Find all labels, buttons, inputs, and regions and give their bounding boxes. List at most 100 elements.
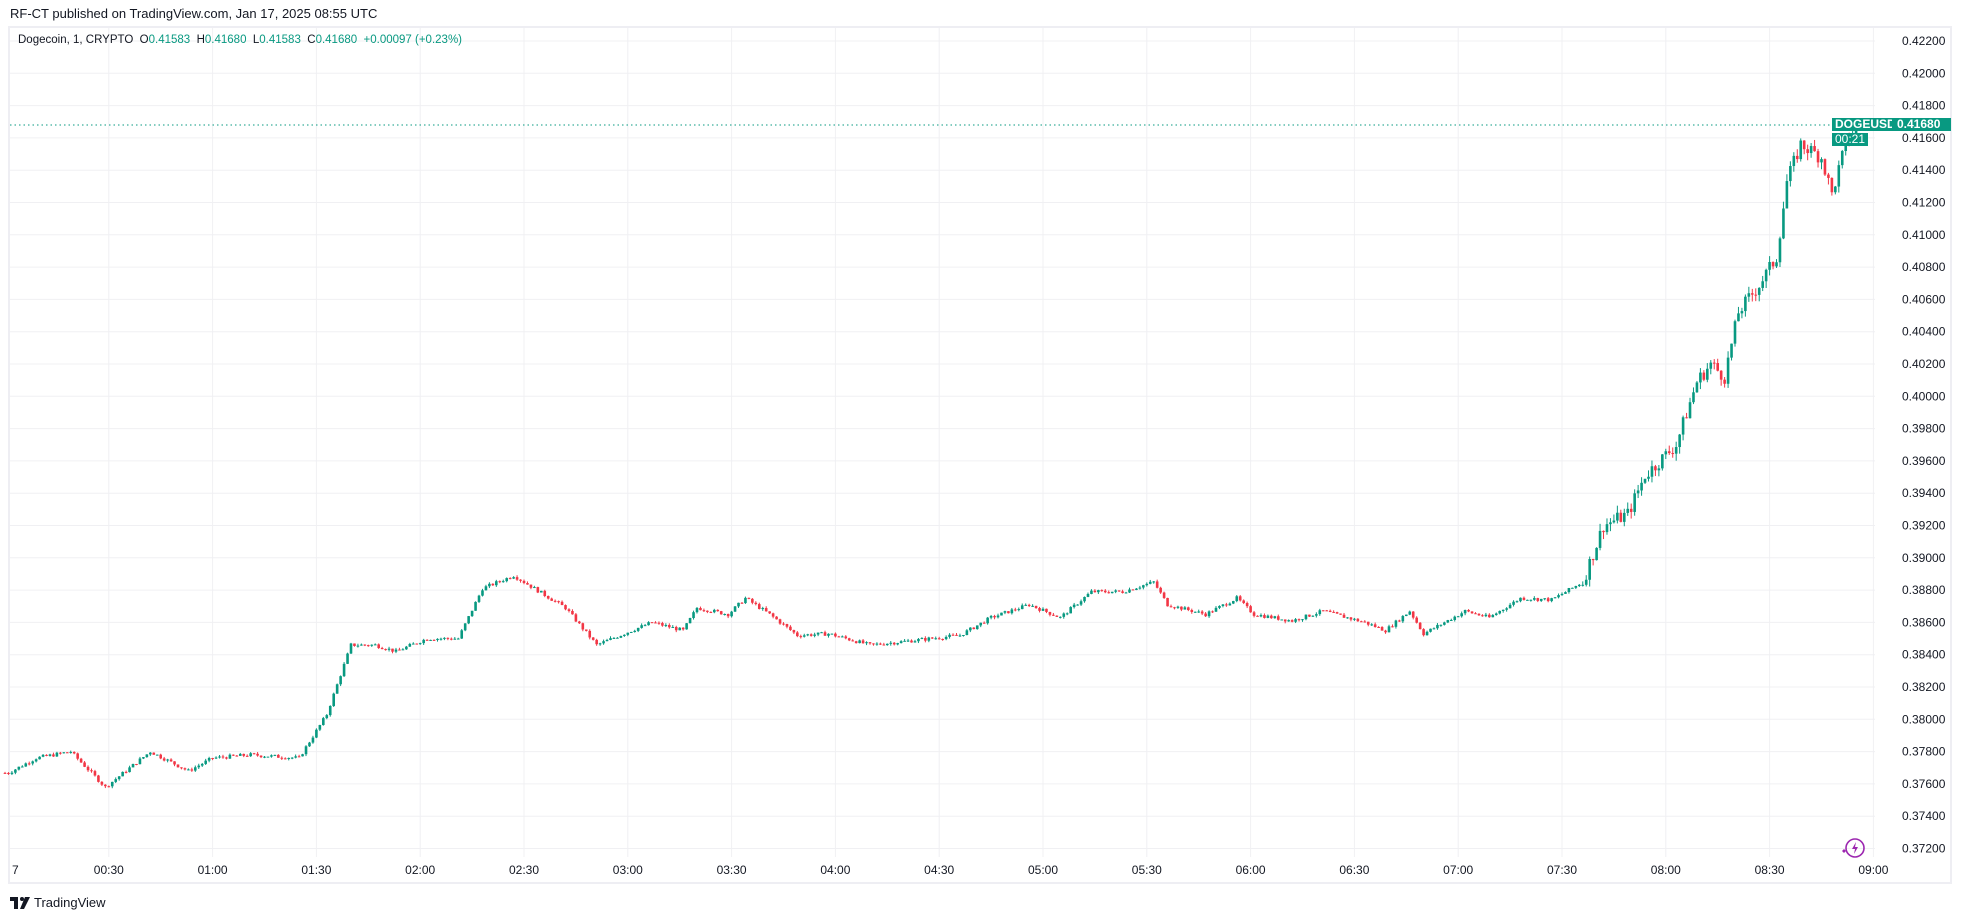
candle-up (439, 638, 443, 640)
candle-up (422, 639, 425, 644)
candle-up (1072, 604, 1076, 608)
price-tick-label: 0.39000 (1902, 551, 1946, 565)
candle-up (1446, 620, 1450, 623)
candle-up (138, 758, 142, 765)
candle-down (768, 611, 771, 614)
candle-up (1097, 590, 1100, 593)
candle-down (353, 643, 356, 647)
candle-up (249, 753, 252, 757)
candle-down (740, 602, 744, 604)
candle-down (1187, 607, 1190, 610)
candle-down (79, 758, 83, 763)
candle-up (685, 623, 688, 630)
candle-down (823, 632, 827, 636)
candle-down (1356, 618, 1360, 622)
candle-down (3, 772, 7, 774)
candle-up (948, 634, 951, 637)
candle-down (1522, 597, 1526, 600)
candle-up (488, 583, 491, 587)
candle-down (1335, 612, 1339, 614)
candle-down (1100, 590, 1104, 592)
candle-down (190, 769, 194, 771)
candle-down (297, 756, 301, 758)
candle-up (640, 625, 643, 628)
candle-up (1065, 613, 1069, 615)
candle-up (1176, 606, 1180, 608)
price-tick-label: 0.38400 (1902, 648, 1946, 662)
candle-down (1795, 155, 1799, 160)
candle-down (1180, 606, 1183, 610)
candle-down (1121, 591, 1124, 593)
candle-up (1405, 614, 1408, 617)
candle-down (391, 648, 394, 652)
candle-down (543, 590, 547, 597)
high-value: 0.41680 (204, 34, 247, 46)
tradingview-logo[interactable]: TradingView (10, 895, 106, 910)
candle-down (1107, 592, 1111, 594)
candle-up (692, 612, 695, 619)
candle-up (204, 760, 207, 764)
candle-up (460, 630, 464, 639)
price-tick-label: 0.37800 (1902, 745, 1946, 759)
candle-up (131, 763, 135, 768)
candle-down (45, 754, 48, 756)
candle-up (1353, 618, 1356, 620)
candle-up (1228, 603, 1232, 606)
candle-down (560, 601, 564, 606)
candle-down (398, 649, 401, 651)
candle-down (232, 754, 235, 756)
candle-up (934, 638, 938, 640)
candle-down (982, 622, 986, 624)
candle-up (287, 757, 291, 759)
candle-down (1242, 600, 1245, 603)
candle-up (453, 638, 457, 640)
time-tick-label: 02:00 (405, 863, 435, 877)
candle-down (1654, 466, 1657, 471)
candle-down (1162, 592, 1166, 598)
candle-down (868, 642, 872, 644)
candle-up (1059, 616, 1062, 618)
candle-down (1155, 581, 1159, 588)
candle-down (771, 613, 775, 617)
candle-down (1256, 615, 1259, 617)
candle-up (1657, 468, 1661, 471)
candle-up (10, 772, 14, 774)
symbol-title[interactable]: Dogecoin, 1, CRYPTO (18, 34, 134, 46)
candle-up (626, 632, 630, 635)
candle-up (1609, 522, 1612, 525)
price-tick-label: 0.37400 (1902, 809, 1946, 823)
candle-up (1463, 609, 1467, 614)
candle-down (519, 579, 522, 581)
candle-up (633, 630, 637, 632)
candle-up (1294, 619, 1297, 622)
candle-down (657, 622, 661, 624)
candle-down (709, 611, 713, 613)
close-value: 0.41680 (315, 34, 358, 46)
grid (10, 28, 1875, 857)
candle-up (470, 610, 474, 617)
candle-down (1488, 614, 1491, 618)
candle-down (993, 615, 996, 618)
candle-up (1612, 520, 1616, 523)
candle-up (605, 639, 609, 642)
candle-up (969, 627, 972, 631)
candle-up (456, 638, 460, 640)
candle-up (401, 649, 405, 651)
candle-up (1539, 598, 1543, 601)
candle-up (695, 607, 699, 613)
time-tick-label: 08:30 (1755, 863, 1785, 877)
candle-down (252, 753, 256, 755)
candle-up (290, 757, 294, 759)
candle-up (1567, 588, 1571, 593)
lightning-icon[interactable] (1842, 838, 1865, 858)
candle-down (1702, 372, 1706, 380)
candle-up (31, 761, 34, 764)
candle-up (34, 759, 38, 762)
candle-up (1041, 608, 1045, 611)
candle-up (1197, 611, 1200, 613)
candle-up (1578, 584, 1581, 587)
candle-up (187, 769, 190, 771)
candle-up (944, 636, 948, 640)
time-tick-label: 06:30 (1339, 863, 1369, 877)
